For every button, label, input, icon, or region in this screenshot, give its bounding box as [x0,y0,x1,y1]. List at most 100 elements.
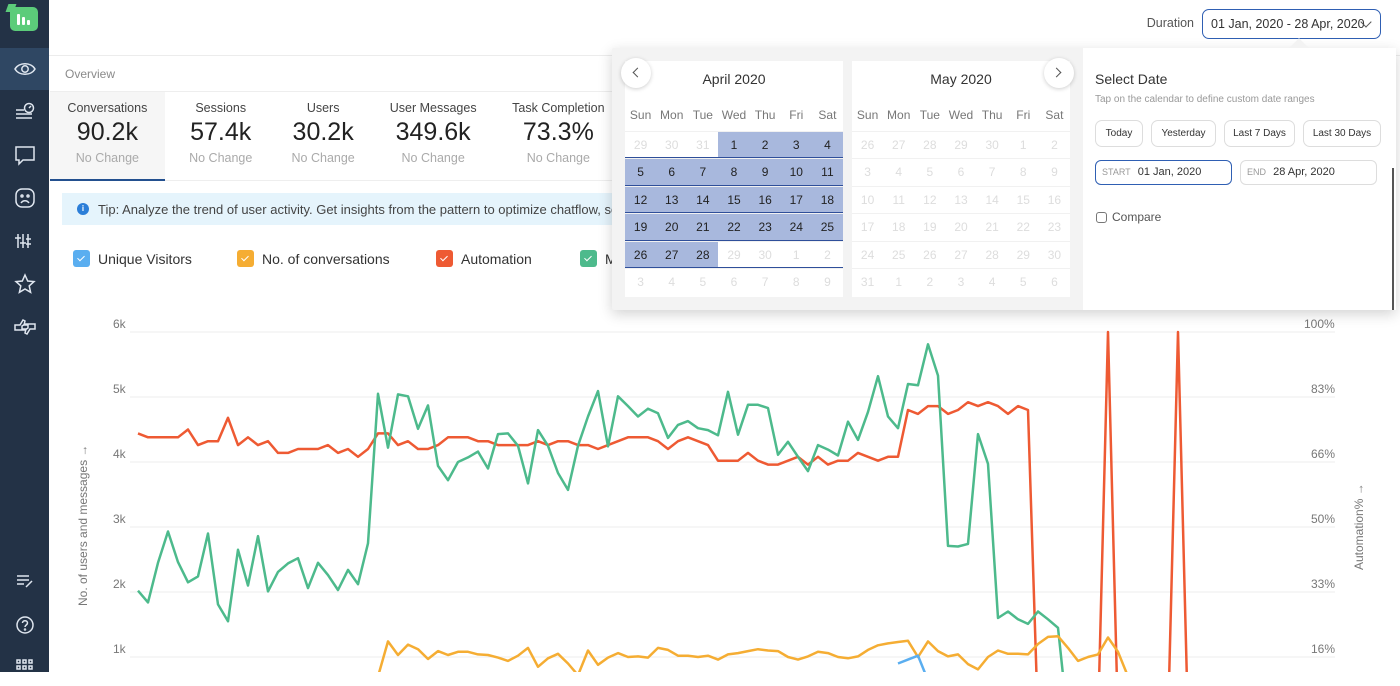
calendar-day[interactable]: 5 [1019,274,1027,289]
calendar-day[interactable]: 13 [954,192,968,207]
calendar-day[interactable]: 3 [957,274,965,289]
calendar-day[interactable]: 30 [758,247,772,262]
start-date-field[interactable]: START 01 Jan, 2020 [1095,160,1232,185]
calendar-day[interactable]: 21 [687,214,719,240]
calendar-day[interactable]: 7 [761,274,769,289]
calendar-day[interactable]: 26 [923,247,937,262]
stat-tab-task-completion[interactable]: Task Completion 73.3% No Change [497,92,620,180]
last-30-days-button[interactable]: Last 30 Days [1303,120,1381,147]
calendar-day[interactable]: 11 [892,192,905,207]
calendar-day[interactable]: 23 [749,214,781,240]
legend-toggle-automation[interactable]: Automation [436,250,532,267]
calendar-day[interactable]: 9 [824,274,831,289]
calendar-day[interactable]: 26 [625,241,657,267]
calendar-day[interactable]: 31 [860,274,875,289]
end-date-field[interactable]: END 28 Apr, 2020 [1240,160,1377,185]
sidebar-item-flows[interactable] [0,220,49,262]
calendar-day[interactable]: 1 [718,132,750,158]
calendar-day[interactable]: 1 [895,274,903,289]
legend-toggle-conversations[interactable]: No. of conversations [237,250,390,267]
calendar-day[interactable]: 30 [1047,247,1062,262]
calendar-day[interactable]: 18 [811,186,843,213]
calendar-day[interactable]: 12 [923,192,937,207]
calendar-day[interactable]: 25 [811,214,843,240]
calendar-day[interactable]: 2 [1051,138,1058,152]
stat-tab-user-messages[interactable]: User Messages 349.6k No Change [370,92,497,180]
sidebar-item-ratings[interactable] [0,263,49,305]
calendar-day[interactable]: 13 [656,186,688,213]
calendar-day[interactable]: 21 [985,220,999,235]
calendar-day[interactable]: 6 [730,274,738,289]
calendar-day[interactable]: 4 [811,132,843,158]
calendar-day[interactable]: 24 [860,247,875,262]
calendar-day[interactable]: 2 [824,247,831,262]
sidebar-item-notes[interactable] [0,560,49,602]
calendar-day[interactable]: 5 [699,274,707,289]
calendar-day[interactable]: 8 [1019,165,1027,180]
calendar-day[interactable]: 5 [926,165,934,180]
calendar-day[interactable]: 5 [625,159,657,185]
calendar-day[interactable]: 29 [1016,247,1030,262]
calendar-day[interactable]: 29 [954,138,968,152]
calendar-day[interactable]: 15 [718,186,750,213]
calendar-day[interactable]: 30 [985,138,999,152]
calendar-day[interactable]: 6 [957,165,965,180]
last-7-days-button[interactable]: Last 7 Days [1224,120,1295,147]
today-button[interactable]: Today [1095,120,1143,147]
calendar-day[interactable]: 27 [656,241,688,267]
calendar-day[interactable]: 18 [892,220,906,235]
sidebar-item-apps[interactable] [0,644,49,686]
sidebar-item-overview[interactable] [0,48,49,90]
stat-tab-conversations[interactable]: Conversations 90.2k No Change [50,92,165,181]
calendar-day[interactable]: 6 [1051,274,1058,289]
calendar-day[interactable]: 24 [780,214,812,240]
calendar-day[interactable]: 20 [656,214,688,240]
calendar-day[interactable]: 19 [625,214,657,240]
legend-toggle-messages[interactable]: M [580,250,617,267]
panel-scrollbar[interactable] [1392,168,1394,310]
calendar-day[interactable]: 28 [923,138,937,152]
calendar-day[interactable]: 22 [718,214,750,240]
calendar-day[interactable]: 6 [656,159,688,185]
calendar-day[interactable]: 14 [985,192,999,207]
calendar-day[interactable]: 7 [988,165,996,180]
calendar-day[interactable]: 20 [954,220,968,235]
compare-checkbox[interactable]: Compare [1096,210,1161,224]
sidebar-item-reports[interactable] [0,91,49,133]
calendar-day[interactable]: 4 [988,274,996,289]
calendar-day[interactable]: 10 [780,159,812,185]
app-logo[interactable] [10,7,38,31]
calendar-day[interactable]: 7 [687,159,719,185]
stat-tab-sessions[interactable]: Sessions 57.4k No Change [165,92,277,180]
sidebar-item-sentiment[interactable] [0,177,49,219]
calendar-day[interactable]: 11 [811,159,843,185]
next-month-button[interactable] [1044,58,1074,88]
calendar-day[interactable]: 26 [860,138,875,152]
stat-tab-users[interactable]: Users 30.2k No Change [277,92,370,180]
calendar-day[interactable]: 19 [923,220,937,235]
calendar-day[interactable]: 22 [1016,220,1030,235]
legend-toggle-unique-visitors[interactable]: Unique Visitors [73,250,192,267]
sidebar-item-help[interactable] [0,604,49,646]
calendar-day[interactable]: 28 [687,241,719,267]
calendar-day[interactable]: 3 [637,274,644,289]
yesterday-button[interactable]: Yesterday [1151,120,1216,147]
calendar-day[interactable]: 8 [792,274,800,289]
calendar-day[interactable]: 2 [926,274,934,289]
calendar-day[interactable]: 23 [1047,220,1062,235]
prev-month-button[interactable] [621,58,651,88]
calendar-day[interactable]: 27 [892,138,906,152]
calendar-day[interactable]: 9 [749,159,781,185]
calendar-day[interactable]: 12 [625,186,657,213]
calendar-day[interactable]: 28 [985,247,999,262]
calendar-day[interactable]: 1 [792,247,800,262]
calendar-day[interactable]: 17 [780,186,812,213]
calendar-day[interactable]: 25 [892,247,906,262]
calendar-day[interactable]: 27 [954,247,968,262]
calendar-day[interactable]: 10 [860,192,875,207]
calendar-day[interactable]: 29 [633,138,648,152]
calendar-day[interactable]: 8 [718,159,750,185]
calendar-day[interactable]: 30 [665,138,679,152]
calendar-day[interactable]: 17 [860,220,875,235]
sidebar-item-feedback[interactable] [0,306,49,348]
